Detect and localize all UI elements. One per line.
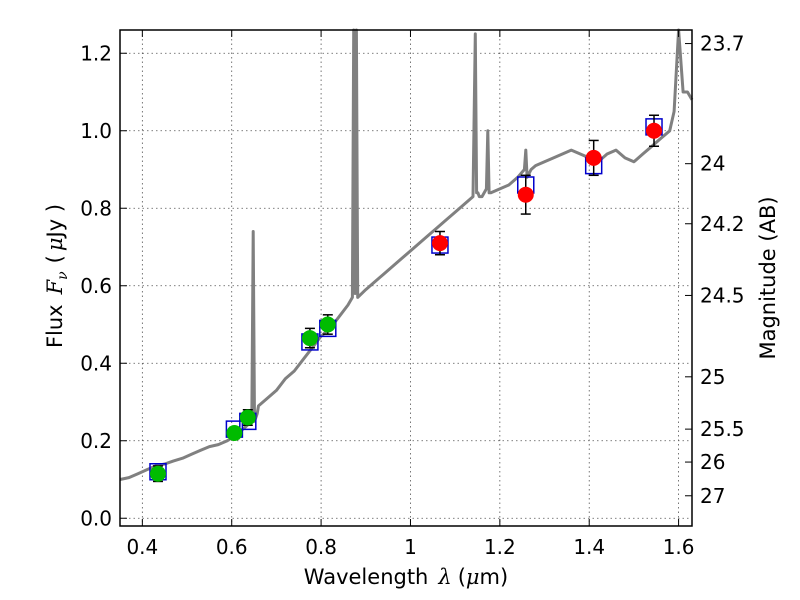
y-axis-label: FluxFν(μJy ) [43,204,71,348]
model-boxes [149,118,663,481]
optical-point [239,409,256,426]
x-tick-label: 1.6 [663,535,695,559]
x-tick-label: 1.2 [484,535,516,559]
tick-marks [120,30,692,526]
y-tick-labels: 0.0 0.2 0.4 0.6 0.8 1.0 1.2 [80,41,112,530]
y2-tick-label: 27 [700,484,725,508]
x-axis-label: Wavelength λ (μm) [304,565,508,589]
y-tick-label: 0.2 [80,429,112,453]
y2-tick-label: 25 [700,365,725,389]
gridlines [120,30,692,526]
x-tick-label: 1.4 [573,535,605,559]
y-tick-label: 0.6 [80,274,112,298]
x-tick-label: 1 [404,535,417,559]
y2-tick-label: 24 [700,152,725,176]
optical-point [301,330,318,347]
nir-point [431,235,448,252]
y-tick-label: 1.2 [80,41,112,65]
error-bars [152,114,660,483]
y2-tick-labels: 23.7 24 24.2 24.5 25 25.5 26 27 [700,32,745,508]
nir-point [517,186,534,203]
optical-point [149,465,166,482]
x-tick-labels: 0.4 0.6 0.8 1 1.2 1.4 1.6 [126,535,694,559]
y2-tick-label: 26 [700,450,725,474]
optical-point [319,316,336,333]
y2-tick-label: 23.7 [700,32,745,56]
y2-axis-label: Magnitude (AB) [756,196,780,359]
y2-tick-label: 24.2 [700,212,745,236]
plot-frame [119,29,693,527]
x-tick-label: 0.6 [216,535,248,559]
nir-point [585,149,602,166]
y2-tick-label: 25.5 [700,417,745,441]
data-points [149,122,663,482]
y-tick-label: 0.8 [80,196,112,220]
model-sed-line [119,28,694,481]
x-tick-label: 0.8 [305,535,337,559]
y-tick-label: 0.0 [80,506,112,530]
x-tick-label: 0.4 [126,535,158,559]
y-tick-label: 0.4 [80,351,112,375]
optical-point [226,425,243,441]
y2-tick-label: 24.5 [700,283,745,307]
nir-point [646,122,663,139]
y-tick-label: 1.0 [80,119,112,143]
